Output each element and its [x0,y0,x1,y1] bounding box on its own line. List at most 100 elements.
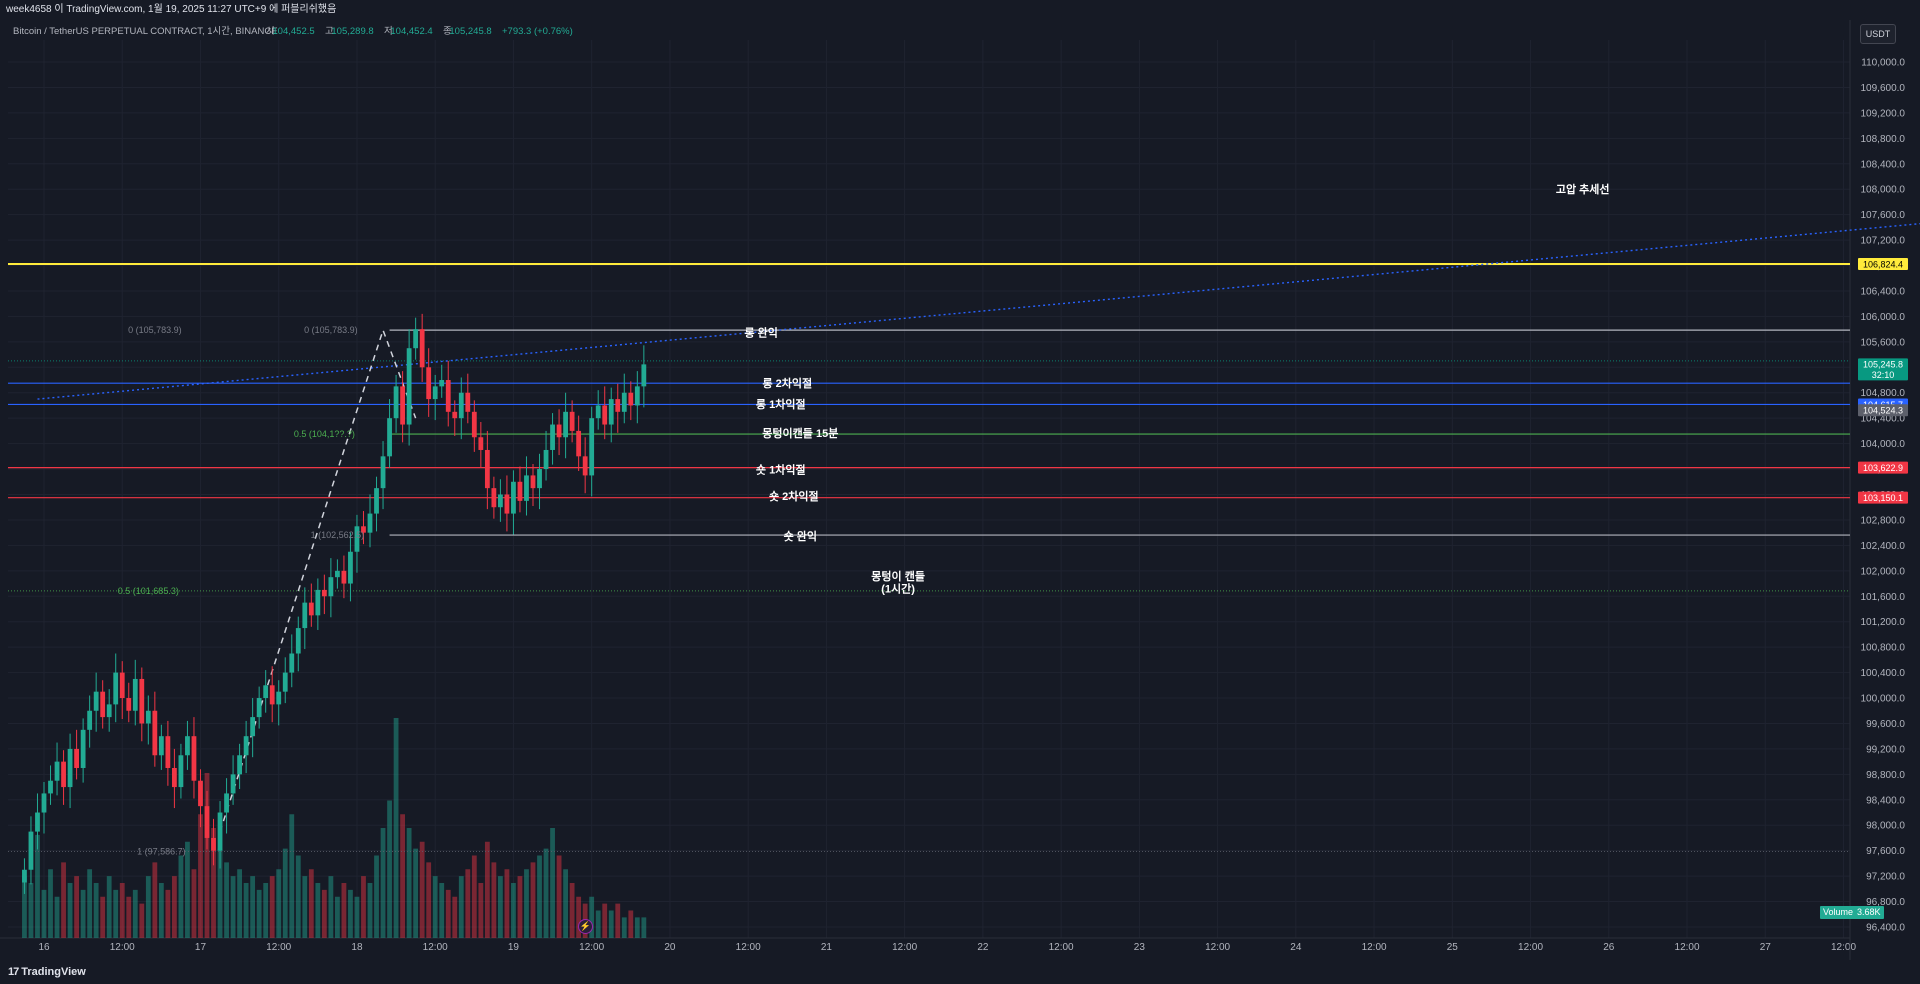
volume-bar [328,876,334,938]
candle-body [458,392,464,419]
x-tick-label: 12:00 [1205,942,1230,953]
tradingview-logo[interactable]: 17 TradingView [8,966,86,978]
candle-body [256,698,262,718]
x-tick-label: 23 [1134,942,1146,953]
candle-body [471,411,477,438]
volume-bar [387,800,392,938]
x-tick-label: 12:00 [579,942,604,953]
fib-label: 0 (105,783.9) [304,325,358,335]
volume-bar [380,828,386,938]
volume-bar [74,876,79,938]
volume-bar [458,876,464,938]
volume-bar [595,910,601,938]
y-tick-label: 106,000.0 [1861,312,1906,323]
volume-bar [589,896,595,938]
annotation-label: 고압 추세선 [1556,182,1610,196]
volume-bar [445,889,451,938]
volume-bar [302,876,308,938]
resistance-trendline[interactable] [37,222,1920,400]
volume-bar [439,883,445,938]
candle-body [80,729,86,768]
volume-bar [413,848,419,938]
currency-button[interactable]: USDT [1860,24,1896,44]
candle-body [113,672,119,705]
candle-body [595,405,601,419]
volume-bar [172,876,177,938]
volume-bar [295,855,301,938]
candle-body [158,736,164,756]
volume-legend: Volume 3.68K [1820,906,1884,919]
y-tick-label: 104,400.0 [1861,414,1906,425]
x-tick-label: 16 [38,942,50,953]
annotation-label: 숏 1차익절 [756,463,806,477]
candle-body [491,488,497,508]
last-price-tag-bg [1858,404,1908,417]
candle-body [165,736,171,768]
candle-body [380,456,386,489]
volume-bar [224,862,229,938]
volume-bar [145,876,151,938]
candle-body [243,736,249,756]
candle-body [224,793,229,813]
volume-bar [354,896,360,938]
x-tick-label: 12:00 [736,942,761,953]
volume-bar [211,828,216,938]
candle-body [576,430,582,457]
volume-bar [22,876,27,938]
candle-body [615,399,621,412]
volume-bar [465,869,471,938]
volume-bar [139,903,145,938]
volume-bar [471,855,477,938]
candle-body [426,367,432,400]
volume-bar [348,889,353,938]
candle-body [211,837,216,851]
volume-bar [628,910,634,938]
volume-bar [217,848,223,938]
last-price-tag: 104,524.3 [1863,406,1903,416]
y-tick-label: 102,800.0 [1861,515,1906,526]
candle-body [250,717,256,737]
lightning-icon[interactable]: ⚡ [578,919,593,934]
y-tick-label: 108,000.0 [1861,185,1906,196]
volume-bar [54,896,60,938]
volume-bar [491,862,497,938]
volume-bar [185,841,190,938]
footer-bar: 17 TradingView [0,960,1920,984]
y-tick-label: 109,600.0 [1861,83,1906,94]
volume-bar [119,883,125,938]
y-tick-label: 102,400.0 [1861,541,1906,552]
x-tick-label: 27 [1760,942,1772,953]
volume-bar [576,896,582,938]
last-price-tag: 105,245.8 [1863,360,1903,370]
y-tick-label: 107,200.0 [1861,236,1906,247]
volume-bar [230,876,236,938]
candle-body [22,869,27,883]
volume-bar [158,883,164,938]
volume-bar [432,876,438,938]
candle-body [230,774,236,794]
candle-body [126,698,132,711]
brand-name: TradingView [21,966,86,978]
y-tick-label: 100,400.0 [1861,668,1906,679]
volume-bar [100,896,106,938]
price-chart[interactable]: Bitcoin / TetherUS PERPETUAL CONTRACT, 1… [0,0,1920,960]
candle-body [484,449,490,489]
y-tick-label: 98,400.0 [1866,795,1905,806]
price-tag-bg [1858,461,1908,474]
volume-bar [106,876,112,938]
candle-body [628,392,634,406]
volume-label: Volume [1823,907,1854,917]
candle-body [269,685,275,705]
candle-body [556,424,562,438]
candle-body [263,685,269,699]
volume-bar [93,883,99,938]
volume-bar [282,848,288,938]
volume-bar [256,889,262,938]
volume-bar [35,834,40,938]
volume-bar [426,862,432,938]
x-tick-label: 12:00 [1831,942,1856,953]
y-tick-label: 99,200.0 [1866,744,1905,755]
ohlc-value-1: 104,452.5 [272,26,314,37]
volume-bar [132,889,138,938]
candle-body [550,424,555,450]
